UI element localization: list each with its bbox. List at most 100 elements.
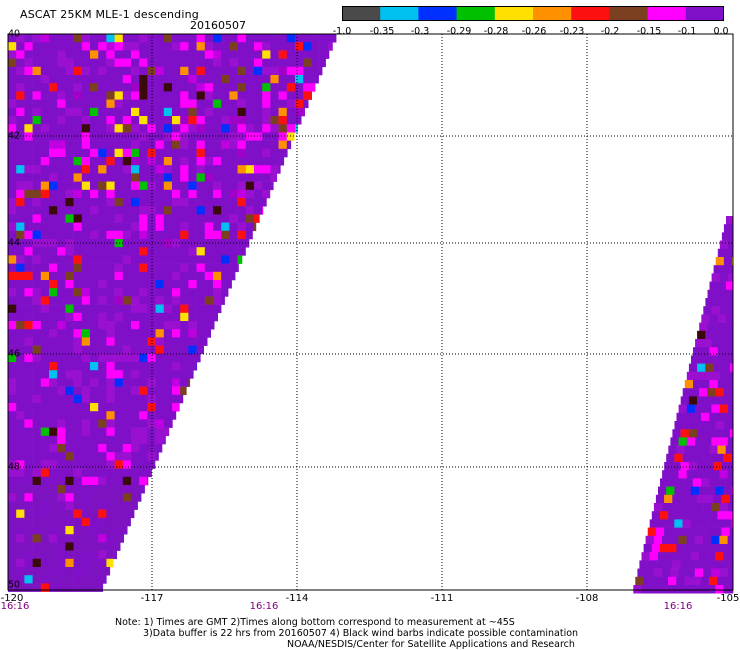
swath-cell [727,306,734,315]
swath-cell [49,83,58,92]
swath-cell [311,66,320,76]
swath-cell [668,445,677,455]
swath-cell [98,181,107,191]
swath-cell [695,404,704,414]
swath-cell [303,50,312,59]
swath-cell [204,206,214,215]
swath-cell [245,91,255,100]
swath-cell [16,345,25,355]
swath-cell [188,198,197,207]
swath-cell [90,132,99,141]
swath-cell [254,173,263,182]
swath-cell [245,165,255,174]
swath-cell [278,124,288,133]
swath-cell [8,34,17,43]
swath-cell [686,404,696,414]
swath-cell [131,493,140,502]
swath-cell [229,34,238,43]
swath-cell [188,99,197,109]
swath-cell [172,83,181,92]
swath-cell [688,462,698,471]
swath-cell [8,394,17,404]
swath-cell [81,394,91,404]
swath-cell [40,271,50,281]
swath-cell [16,452,25,461]
swath-cell [122,66,132,76]
swath-cell [98,116,107,125]
swath-cell [106,42,115,51]
swath-cell [81,370,91,379]
swath-cell [653,535,663,545]
swath-cell [106,58,115,68]
swath-cell [65,534,74,543]
swath-cell [147,370,156,379]
swath-cell [172,403,180,412]
swath-cell [16,214,25,223]
swath-cell [163,296,173,305]
swath-cell [155,329,165,338]
swath-cell [65,206,74,215]
swath-cell [16,165,25,174]
swath-cell [8,239,17,248]
swath-cell [139,189,148,199]
swath-cell [106,271,115,281]
swath-cell [65,181,74,191]
swath-cell [32,362,42,371]
swath-cell [188,83,197,92]
swath-cell [114,468,124,478]
swath-cell [40,214,50,223]
swath-cell [90,198,99,207]
swath-cell [254,165,263,174]
swath-cell [16,460,25,469]
swath-cell [122,255,132,264]
swath-cell [81,214,91,223]
swath-cell [65,386,74,396]
swath-cell [24,534,33,543]
swath-cell [180,66,189,76]
swath-cell [245,173,255,182]
swath-cell [73,321,83,330]
swath-cell [270,173,278,182]
swath-cell [81,148,91,158]
swath-cell [237,132,247,141]
swath-cell [114,247,124,256]
swath-cell [65,66,74,76]
swath-cell [713,494,722,504]
swath-cell [684,445,694,455]
swath-cell [40,157,50,166]
swath-cell [286,91,296,100]
swath-cell [106,558,114,568]
swath-cell [16,329,25,338]
swath-cell [65,321,74,330]
swath-cell [213,75,222,84]
swath-cell [196,189,206,199]
swath-cell [8,419,17,428]
swath-cell [57,58,66,68]
swath-cell [245,198,255,207]
swath-cell [692,511,702,520]
swath-cell [32,567,42,576]
swath-cell [114,411,124,420]
swath-cell [204,321,214,330]
swath-cell [49,394,58,404]
swath-cell [719,437,729,446]
swath-cell [163,345,173,355]
swath-cell [90,501,99,510]
swath-cell [8,271,17,281]
swath-cell [65,452,74,461]
swath-cell [676,445,685,455]
swath-cell [16,435,25,445]
lon-label: -108 [575,593,599,604]
swath-cell [719,470,728,479]
swath-cell [221,271,230,281]
swath-cell [81,99,91,109]
swath-cell [139,230,148,240]
swath-cell [715,486,724,496]
swath-cell [237,230,247,240]
swath-cell [697,363,706,373]
swath-cell [303,34,312,43]
swath-cell [122,181,132,191]
swath-cell [90,493,99,502]
swath-cell [57,493,66,502]
swath-cell [262,66,271,76]
